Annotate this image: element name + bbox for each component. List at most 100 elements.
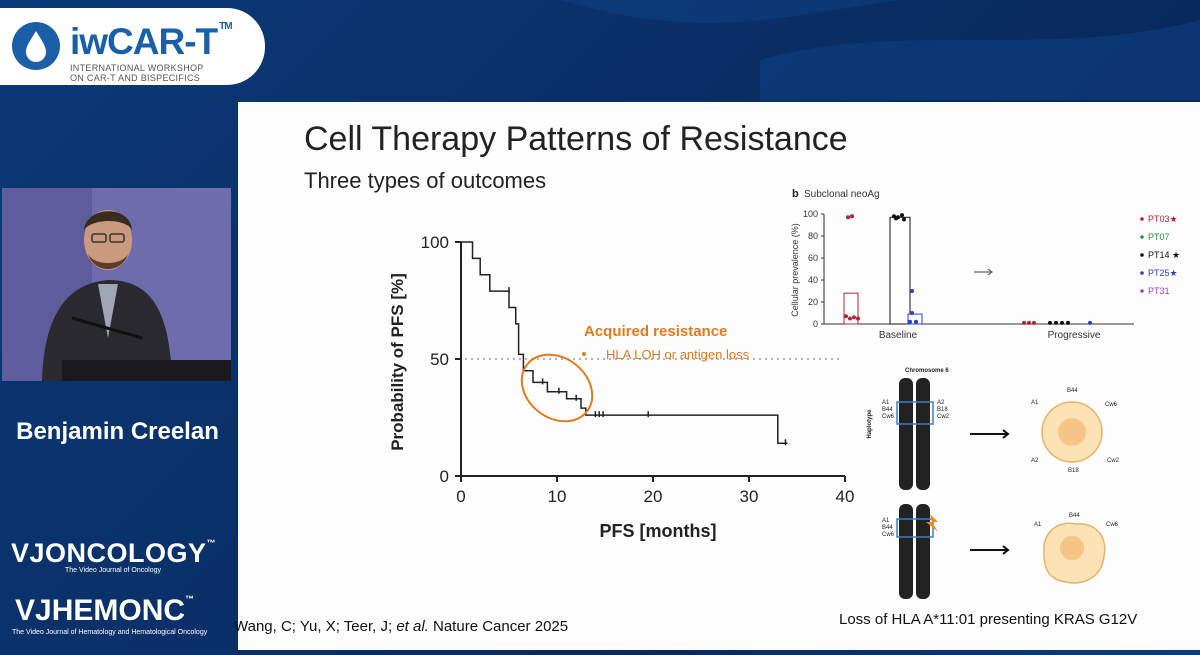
cell2-label-cw6: Cw6 — [1106, 522, 1119, 528]
chromosome-pair-1 — [896, 378, 934, 490]
cell-1 — [1041, 401, 1103, 463]
data-point — [846, 215, 850, 220]
data-point — [910, 311, 914, 315]
row1-left-3: Cw6 — [882, 414, 895, 420]
km-x-tick-label: 20 — [644, 487, 663, 506]
km-ylabel: Probability of PFS [%] — [388, 273, 407, 451]
row2-left-3: Cw6 — [882, 532, 895, 538]
bar-ylabel: Cellular prevalence (%) — [790, 223, 800, 317]
data-point — [856, 316, 860, 321]
cell1-label-a1: A1 — [1031, 400, 1039, 406]
cell2-label-a1: A1 — [1034, 522, 1042, 528]
bar-y-tick-label: 40 — [808, 275, 818, 285]
arrow-icon — [970, 429, 1010, 439]
km-chart: Probability of PFS [%] PFS [months] 0 10 2… — [388, 233, 855, 541]
logo-drop-icon — [12, 22, 60, 70]
category-baseline: Baseline — [879, 330, 918, 341]
km-y-tick-label: 100 — [421, 233, 449, 252]
bar — [889, 216, 911, 325]
km-y-tick-label: 50 — [430, 350, 449, 369]
row1-left-1: A1 — [882, 400, 890, 406]
data-point — [1066, 320, 1070, 325]
panel-label-b: b — [792, 188, 799, 200]
km-x-tick-label: 10 — [548, 487, 567, 506]
data-point — [902, 217, 906, 222]
row1-left-2: B44 — [882, 407, 893, 413]
bar-title: Subclonal neoAg — [804, 189, 880, 200]
slide-title: Cell Therapy Patterns of Resistance — [304, 120, 848, 158]
bar — [907, 313, 923, 325]
legend-marker — [1140, 271, 1144, 275]
data-point — [908, 319, 912, 324]
data-point — [1027, 320, 1031, 325]
cell1-label-a2: A2 — [1031, 458, 1039, 464]
data-point — [848, 316, 852, 321]
legend-label: PT25★ — [1148, 268, 1178, 278]
bar-y-tick-label: 100 — [803, 209, 818, 219]
chromosome-pair-2 — [896, 504, 938, 599]
km-y-tick-label: 0 — [440, 467, 449, 486]
row2-left-1: A1 — [882, 518, 890, 524]
bar-y-tick-label: 0 — [813, 319, 818, 329]
vjoncology-logo: VJONCOLOGY™ — [11, 538, 217, 568]
row1-right-2: B18 — [937, 407, 948, 413]
chromosome-title: Chromosome 6 — [905, 368, 949, 374]
cell1-label-cw2: Cw2 — [1107, 458, 1120, 464]
legend-label: PT14 ★ — [1148, 250, 1180, 260]
km-x-tick-label: 40 — [836, 487, 855, 506]
iwcart-logo: iwCAR-T TM INTERNATIONAL WORKSHOP ON CAR-T… — [0, 8, 265, 85]
speaker-name: Benjamin Creelan — [16, 418, 219, 445]
subclonal-neoag-chart: b Subclonal neoAg Cellular prevalence (%… — [790, 188, 1180, 341]
figure-footnote: Loss of HLA A*11:01 presenting KRAS G12V — [839, 611, 1138, 628]
data-point — [1022, 320, 1026, 325]
legend-label: PT07 — [1148, 232, 1170, 242]
cell1-label-b18: B18 — [1068, 468, 1079, 474]
legend-label: PT31 — [1148, 286, 1170, 296]
annotation-text: HLA LOH or antigen loss — [606, 347, 750, 362]
data-point — [1048, 320, 1052, 325]
data-point — [910, 289, 914, 293]
bar-y-tick-label: 80 — [808, 231, 818, 241]
arrow-icon — [970, 545, 1010, 555]
km-survival-curve — [461, 241, 788, 444]
data-point — [1060, 320, 1064, 325]
row2-left-2: B44 — [882, 525, 893, 531]
annotation-title: Acquired resistance — [584, 323, 727, 340]
data-point — [900, 213, 904, 218]
bar-y-tick-label: 20 — [808, 297, 818, 307]
citation: Wang, C; Yu, X; Teer, J; et al. Nature C… — [234, 618, 569, 635]
slide-subtitle: Three types of outcomes — [304, 168, 547, 193]
data-point — [914, 319, 918, 324]
vjhemonc-tagline: The Video Journal of Hematology and Hema… — [12, 629, 208, 636]
logo-tagline: INTERNATIONAL WORKSHOP ON CAR-T AND BISPE… — [70, 63, 204, 83]
cell1-label-b44: B44 — [1067, 388, 1078, 394]
data-point — [1032, 320, 1036, 325]
data-point — [1088, 320, 1092, 325]
data-point — [852, 315, 856, 320]
logo-brand: iwCAR-T TM — [70, 21, 233, 62]
row1-right-3: Cw2 — [937, 414, 950, 420]
legend-marker — [1140, 217, 1144, 221]
km-x-tick-label: 0 — [456, 487, 465, 506]
legend-marker — [1140, 253, 1144, 257]
cell2-label-b44: B44 — [1069, 513, 1080, 519]
speaker-video — [2, 188, 231, 381]
vjhemonc-logo: VJHEMONC™ — [15, 594, 195, 627]
haplotype-label: Haplotype — [867, 409, 873, 439]
km-xlabel: PFS [months] — [600, 521, 717, 541]
data-point — [894, 216, 898, 221]
row1-right-1: A2 — [937, 400, 945, 406]
legend-label: PT03★ — [1148, 214, 1178, 224]
cell1-label-cw6: Cw6 — [1105, 402, 1118, 408]
legend-marker — [1140, 235, 1144, 239]
data-point — [844, 314, 848, 319]
presentation-slide: Cell Therapy Patterns of Resistance Thre… — [234, 102, 1200, 650]
bar-y-tick-label: 60 — [808, 253, 818, 263]
data-point — [850, 214, 854, 219]
km-x-tick-label: 30 — [740, 487, 759, 506]
legend-marker — [1140, 289, 1144, 293]
vjoncology-tagline: The Video Journal of Oncology — [65, 567, 161, 574]
arrow-icon — [974, 268, 993, 276]
cell-2 — [1043, 522, 1106, 584]
